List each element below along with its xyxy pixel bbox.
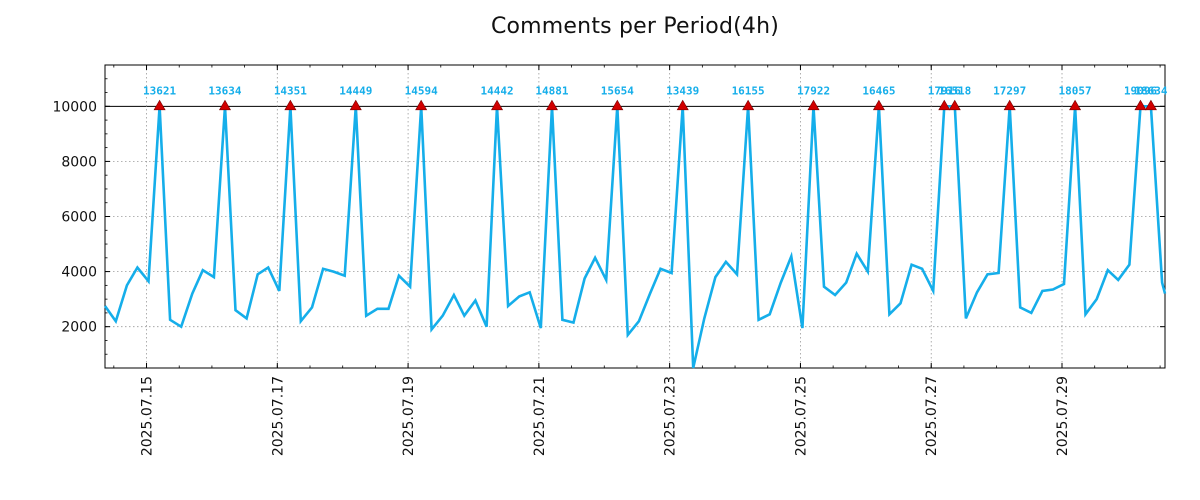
peak-label: 14594 xyxy=(405,84,438,97)
x-tick-label: 2025.07.25 xyxy=(793,376,809,456)
peak-label: 16465 xyxy=(862,84,895,97)
x-tick-label: 2025.07.15 xyxy=(140,376,156,456)
peak-label: 14442 xyxy=(480,84,513,97)
y-tick-label: 4000 xyxy=(61,265,97,281)
peak-marker xyxy=(676,99,689,111)
peak-marker xyxy=(153,99,166,111)
y-tick-label: 6000 xyxy=(61,210,97,226)
tick-labels: 2000 4000 6000 8000 10000 2025.07.15 2025.07.1… xyxy=(52,84,1167,456)
peak-label: 13634 xyxy=(208,84,241,97)
x-tick-label: 2025.07.17 xyxy=(270,376,286,456)
peak-label: 16155 xyxy=(732,84,765,97)
peak-marker xyxy=(938,99,951,111)
peak-marker xyxy=(611,99,624,111)
x-tick-label: 2025.07.29 xyxy=(1055,376,1071,456)
peak-label: 13439 xyxy=(666,84,699,97)
peak-marker xyxy=(491,99,504,111)
y-tick-label: 10000 xyxy=(52,99,97,115)
x-tick-label: 2025.07.21 xyxy=(532,376,548,456)
peak-label: 14449 xyxy=(339,84,372,97)
peak-label: 19096 xyxy=(1124,84,1157,97)
peak-label: 17916 xyxy=(928,84,961,97)
peak-marker xyxy=(742,99,755,111)
grid-lines xyxy=(105,65,1165,368)
peak-marker xyxy=(1144,99,1157,111)
peak-marker xyxy=(1134,99,1147,111)
axes xyxy=(104,64,1166,369)
peak-marker xyxy=(948,99,961,111)
series-layer xyxy=(103,105,1167,369)
peak-label: 18634 xyxy=(1134,84,1167,97)
peak-label: 16518 xyxy=(938,84,971,97)
chart-title: Comments per Period(4h) xyxy=(490,14,780,39)
peak-marker xyxy=(218,99,232,111)
peak-marker xyxy=(1003,99,1016,111)
peak-markers xyxy=(153,99,1157,111)
series-line-comments xyxy=(103,105,1167,369)
peak-marker xyxy=(545,99,558,111)
peak-label: 15654 xyxy=(601,84,634,97)
x-tick-label: 2025.07.23 xyxy=(663,376,679,456)
peak-label: 14351 xyxy=(274,84,307,97)
peak-marker xyxy=(415,99,428,111)
peak-marker xyxy=(284,99,297,111)
plot-frame xyxy=(104,64,1166,369)
peak-marker xyxy=(1069,99,1082,111)
peak-marker xyxy=(349,99,362,111)
peak-label: 17297 xyxy=(993,84,1026,97)
y-tick-label: 2000 xyxy=(61,320,97,336)
peak-marker xyxy=(807,99,820,111)
x-tick-label: 2025.07.27 xyxy=(924,376,940,456)
y-tick-label: 8000 xyxy=(61,154,97,170)
peak-label: 13621 xyxy=(143,84,176,97)
peak-label: 18057 xyxy=(1059,84,1092,97)
peak-label: 14881 xyxy=(535,84,568,97)
peak-marker xyxy=(872,99,885,111)
peak-label: 17922 xyxy=(797,84,830,97)
x-tick-label: 2025.07.19 xyxy=(401,376,417,456)
